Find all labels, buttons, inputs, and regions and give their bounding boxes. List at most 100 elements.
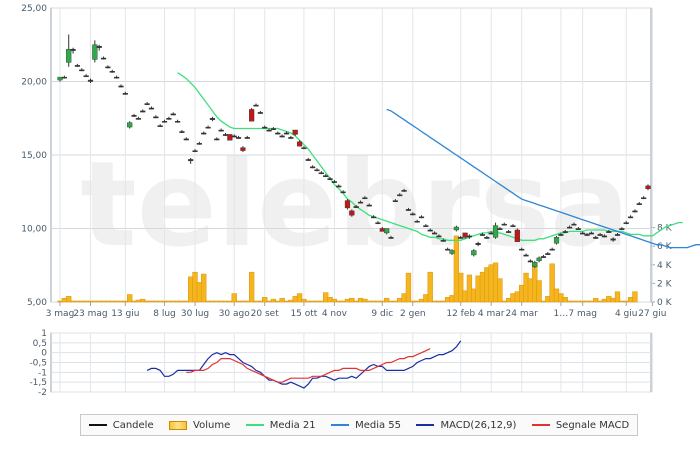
- candle-body: [627, 216, 634, 219]
- candle-body: [462, 232, 468, 238]
- candle-body: [436, 235, 442, 238]
- volume-bar: [610, 297, 616, 303]
- volume-bar: [327, 297, 333, 303]
- candle-body: [645, 185, 651, 190]
- volume-bar: [100, 300, 107, 303]
- volume-bar: [227, 300, 233, 303]
- volume-bar: [188, 276, 194, 303]
- legend-item-volume[interactable]: Volume: [169, 420, 230, 431]
- candle-body: [427, 229, 433, 232]
- volume-bar: [414, 300, 420, 303]
- candle-body: [371, 216, 377, 219]
- x-tick-label: 7 mag: [568, 309, 597, 319]
- candle-body: [209, 118, 216, 120]
- candle-body: [571, 223, 577, 226]
- volume-bar: [418, 298, 425, 303]
- candle-body: [453, 226, 459, 231]
- candle-body: [401, 190, 407, 192]
- volume-bar: [83, 300, 89, 303]
- volume-bar: [262, 297, 268, 303]
- candle-body: [327, 178, 333, 180]
- candle-body: [614, 234, 621, 236]
- volume-bar: [105, 300, 111, 303]
- candle-body: [510, 225, 516, 227]
- volume-bar: [153, 300, 159, 303]
- candle-body: [92, 44, 98, 60]
- candle-body: [553, 237, 560, 244]
- candle-body: [201, 132, 207, 135]
- candle-body: [127, 122, 133, 128]
- volume-bar: [170, 300, 176, 303]
- x-tick-label: 30 ago: [219, 309, 251, 319]
- volume-bar: [388, 300, 394, 303]
- volume-bar: [405, 272, 412, 303]
- candle-body: [414, 220, 420, 223]
- x-tick-label: 15 ott: [290, 309, 317, 319]
- volume-bar: [519, 284, 525, 303]
- legend-item-macd[interactable]: MACD(26,12,9): [416, 420, 516, 431]
- candle-body: [87, 79, 94, 82]
- volume-bar: [514, 291, 520, 303]
- volume-bar: [270, 298, 277, 303]
- candle-body: [549, 248, 555, 251]
- candle-body: [580, 232, 586, 235]
- macd-y-tick-label: -1,5: [29, 378, 47, 388]
- candle-body: [523, 254, 529, 257]
- candle-body: [584, 234, 590, 236]
- volume-bar: [196, 282, 203, 303]
- volume-bar: [401, 293, 407, 303]
- candle-body: [305, 159, 311, 161]
- candle-body: [388, 237, 394, 239]
- volume-bar: [575, 300, 581, 303]
- x-tick-label: 3 mag: [46, 309, 75, 319]
- candle-body: [349, 210, 355, 216]
- candle-body: [514, 229, 520, 242]
- legend-item-ma55[interactable]: Media 55: [331, 420, 401, 431]
- watermark-text: telebrsa: [80, 135, 629, 273]
- volume-bar: [566, 300, 573, 303]
- candle-body: [384, 228, 390, 234]
- legend-item-signal[interactable]: Segnale MACD: [531, 420, 629, 431]
- volume-bar: [423, 294, 429, 303]
- volume-bar: [331, 298, 338, 303]
- candle-body: [153, 116, 159, 119]
- volume-bar: [323, 292, 329, 303]
- price-panel: telebrsa 25,00 20,00 15,00 10,00 5,00 8 K 6 K 4 …: [21, 4, 700, 319]
- candle-body: [458, 237, 464, 239]
- volume-bar: [384, 297, 390, 303]
- volume-bar: [427, 271, 433, 303]
- legend-item-ma21[interactable]: Media 21: [245, 420, 316, 431]
- candle-body: [484, 237, 490, 239]
- candle-body: [636, 203, 642, 205]
- x-tick-label: 4 nov: [322, 309, 348, 319]
- ma21-swatch: [245, 424, 264, 426]
- candle-body: [148, 107, 155, 110]
- volume-bar: [214, 300, 220, 303]
- legend-item-candles[interactable]: Candele: [88, 419, 154, 431]
- candle-body: [445, 248, 451, 251]
- x-tick-label: 4 mar: [478, 309, 505, 319]
- candle-body: [536, 257, 542, 262]
- legend-label: Candele: [112, 419, 154, 431]
- candle-body: [235, 137, 242, 139]
- volume-bar: [471, 288, 477, 303]
- volume-bar: [449, 295, 455, 303]
- candle-body: [466, 235, 473, 238]
- volume-bar: [266, 300, 272, 303]
- candle-body: [632, 210, 638, 213]
- candle-body: [323, 175, 329, 177]
- volume-bar: [248, 271, 255, 303]
- volume-bar: [501, 300, 507, 303]
- volume-bar: [510, 293, 516, 303]
- volume-bar: [484, 267, 490, 303]
- candle-body: [270, 128, 277, 130]
- macd-y-tick-label: 1: [41, 329, 47, 339]
- volume-bar: [201, 273, 207, 303]
- candle-body: [610, 238, 616, 241]
- candle-body: [410, 213, 416, 216]
- x-tick-label: 27 giu: [638, 309, 666, 319]
- candle-body: [83, 75, 89, 78]
- candle-body: [244, 137, 250, 139]
- volume-bar: [283, 300, 290, 303]
- candle-body: [79, 69, 85, 72]
